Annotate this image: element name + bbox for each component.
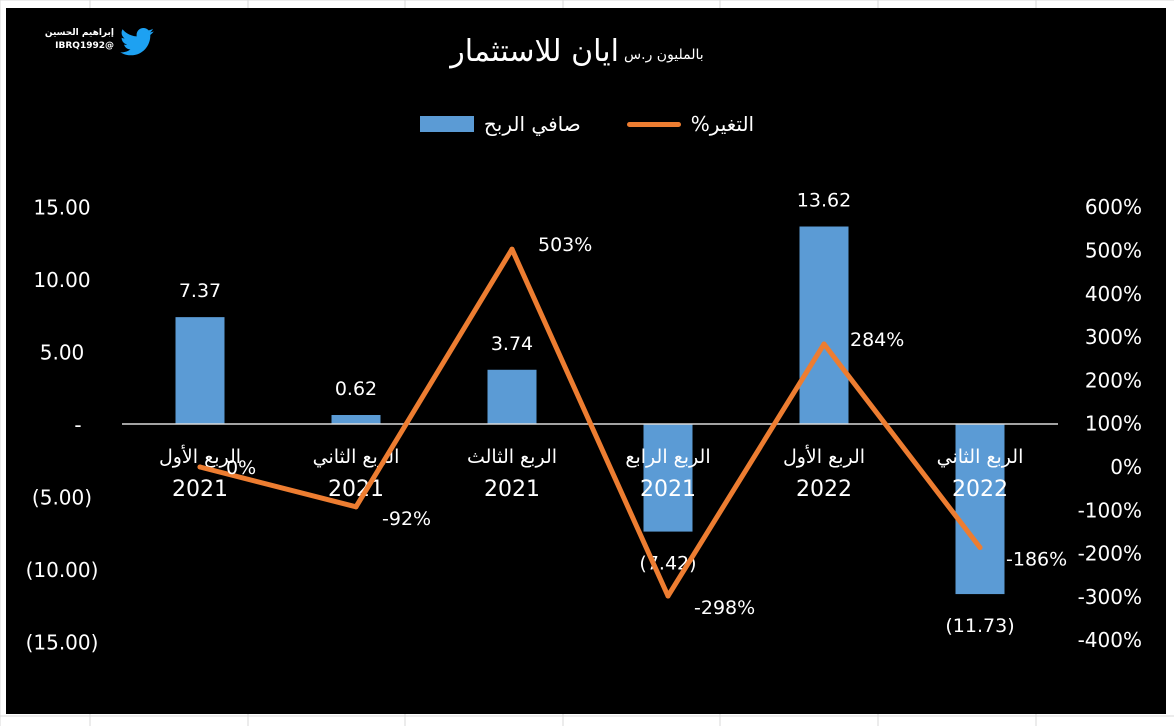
bar-data-label: 13.62 bbox=[797, 190, 851, 212]
x-tick-label: 2022 bbox=[952, 477, 1008, 502]
x-tick-label: 2021 bbox=[640, 477, 696, 502]
x-tick-label: الربع الأول bbox=[783, 445, 865, 468]
line-point bbox=[509, 246, 515, 252]
bar bbox=[799, 226, 849, 424]
y-right-tick-label: -200% bbox=[1078, 542, 1142, 566]
legend-item-bar: صافي الربح bbox=[419, 112, 581, 136]
legend-line-label: التغير% bbox=[690, 112, 755, 136]
chart-subtitle: بالمليون ر.س bbox=[624, 47, 704, 63]
x-tick-label: الربع الرابع bbox=[625, 446, 710, 468]
y-left-tick-label: 15.00 bbox=[33, 196, 90, 220]
y-right-tick-label: -300% bbox=[1078, 585, 1142, 609]
line-point bbox=[197, 464, 203, 470]
y-right-tick-label: 300% bbox=[1085, 325, 1142, 349]
line-point bbox=[977, 545, 983, 551]
x-tick-label: 2021 bbox=[484, 477, 540, 502]
y-right-tick-label: 200% bbox=[1085, 368, 1142, 392]
legend-bar-label: صافي الربح bbox=[483, 112, 581, 136]
y-right-tick-label: 100% bbox=[1085, 412, 1142, 436]
chart-legend: التغير% صافي الربح bbox=[0, 112, 1174, 136]
bar-data-label: (11.73) bbox=[945, 615, 1014, 637]
line-data-label: -298% bbox=[694, 597, 755, 619]
bar-data-label: 3.74 bbox=[491, 333, 533, 355]
line-data-label: 284% bbox=[850, 329, 904, 351]
brand-handle: @IBRQ1992 bbox=[55, 41, 114, 51]
brand-badge: إبراهيم الحسين @IBRQ1992 bbox=[24, 26, 154, 62]
chart-title-block: بالمليون ر.س ايان للاستثمار bbox=[0, 34, 1174, 69]
line-data-label: -92% bbox=[382, 508, 431, 530]
bar bbox=[175, 317, 225, 424]
bar bbox=[487, 369, 537, 424]
y-left-tick-label: (10.00) bbox=[26, 558, 99, 582]
line-data-label: 503% bbox=[538, 234, 592, 256]
x-tick-label: 2022 bbox=[796, 477, 852, 502]
x-tick-label: الربع الثالث bbox=[467, 446, 557, 468]
y-right-tick-label: 0% bbox=[1110, 455, 1142, 479]
x-tick-label: 2021 bbox=[328, 477, 384, 502]
bar-data-label: 7.37 bbox=[179, 280, 221, 302]
y-right-tick-label: 400% bbox=[1085, 282, 1142, 306]
y-left-tick-label: 5.00 bbox=[40, 341, 85, 365]
brand-name: إبراهيم الحسين bbox=[44, 28, 114, 38]
x-tick-label: 2021 bbox=[172, 477, 228, 502]
y-right-tick-label: 600% bbox=[1085, 195, 1142, 219]
y-left-tick-label: (15.00) bbox=[26, 631, 99, 655]
y-right-tick-label: -400% bbox=[1078, 628, 1142, 652]
bar bbox=[331, 415, 381, 424]
line-series bbox=[197, 246, 983, 599]
line-point bbox=[665, 593, 671, 599]
line-data-label: -186% bbox=[1006, 549, 1067, 571]
y-left-tick-label: (5.00) bbox=[32, 486, 92, 510]
x-tick-label: الربع الثاني bbox=[937, 446, 1024, 468]
bar bbox=[643, 424, 693, 532]
line-data-label: 0% bbox=[226, 457, 256, 479]
y-right-tick-label: 500% bbox=[1085, 239, 1142, 263]
y-left-tick-label: 10.00 bbox=[33, 268, 90, 292]
bar bbox=[955, 424, 1005, 595]
legend-item-line: التغير% bbox=[626, 112, 755, 136]
legend-bar-swatch bbox=[419, 116, 474, 132]
line-point bbox=[821, 341, 827, 347]
x-tick-label: الربع الثاني bbox=[313, 446, 400, 468]
twitter-bird-icon bbox=[120, 28, 154, 56]
line-point bbox=[353, 504, 359, 510]
y-left-tick-label: - bbox=[74, 413, 81, 437]
bar-data-label: 0.62 bbox=[335, 378, 377, 400]
x-tick-label: الربع الأول bbox=[159, 445, 241, 468]
chart-title: ايان للاستثمار bbox=[450, 34, 619, 69]
y-right-tick-label: -100% bbox=[1078, 498, 1142, 522]
legend-line-swatch bbox=[626, 121, 681, 127]
